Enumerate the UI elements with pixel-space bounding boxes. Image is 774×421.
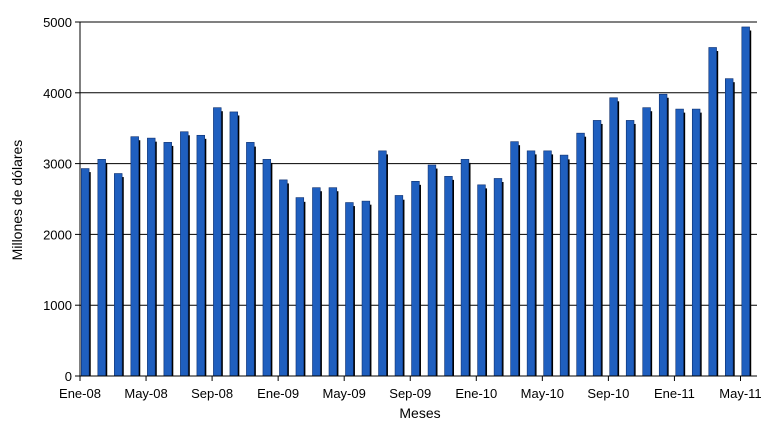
y-axis-title: Millones de dólares	[9, 140, 25, 261]
bar-series-blue	[477, 184, 486, 377]
x-tick-label: Ene-09	[257, 386, 299, 401]
bar-series-blue	[642, 107, 651, 377]
bar-series-blue	[609, 97, 618, 377]
axes: 0 1000 2000 3000 4000 5000 Ene-08 May-08 Sep-08 E…	[43, 15, 762, 401]
x-tick-label: Sep-09	[389, 386, 431, 401]
bar-series-blue	[163, 142, 172, 377]
bar-series-blue	[444, 176, 453, 377]
bar-series-blue	[592, 120, 602, 377]
x-tick-label: Ene-10	[455, 386, 497, 401]
bar-series-blue	[345, 202, 354, 377]
bar-series-blue	[246, 142, 255, 377]
y-tick-label: 5000	[43, 15, 72, 30]
bar-series-blue	[427, 164, 437, 377]
bar-series-blue	[675, 108, 684, 377]
bar-series-blue	[543, 150, 552, 377]
bar-series-blue	[130, 136, 139, 377]
bar-series-blue	[493, 178, 503, 377]
bar-series-blue	[411, 181, 420, 377]
x-tick-label: Sep-08	[191, 386, 233, 401]
x-tick-label: May-08	[124, 386, 167, 401]
x-tick-label: Ene-08	[59, 386, 101, 401]
bar-series-blue	[394, 195, 404, 377]
y-tick-label: 3000	[43, 157, 72, 172]
bar-series-blue	[576, 132, 585, 377]
bar-series-blue	[328, 187, 338, 377]
bar-series-blue	[361, 200, 371, 377]
bar-series-blue	[147, 137, 156, 377]
bar-series-blue	[658, 93, 668, 377]
y-tick-label: 0	[65, 369, 72, 384]
bar-series-blue	[213, 107, 222, 377]
bar-series-blue	[81, 168, 90, 377]
bar-series-blue	[378, 150, 387, 377]
bar-series-blue	[279, 179, 288, 377]
bar-series-blue	[460, 159, 470, 377]
bar-series-blue	[229, 111, 238, 377]
bar-series-blue	[526, 150, 536, 377]
x-tick-label: Sep-10	[587, 386, 629, 401]
x-tick-label: May-10	[521, 386, 564, 401]
bar-series-blue	[625, 120, 635, 377]
x-tick-label: Ene-11	[654, 386, 695, 401]
bars	[81, 26, 752, 377]
bar-series-blue	[312, 187, 321, 377]
bar-series-blue	[180, 131, 189, 377]
bar-series-blue	[196, 134, 205, 377]
x-tick-label: May-09	[323, 386, 366, 401]
bar-series-blue	[295, 197, 305, 377]
y-tick-label: 1000	[43, 298, 72, 313]
bar-series-blue	[724, 78, 734, 377]
y-tick-label: 4000	[43, 86, 72, 101]
bar-series-blue	[114, 173, 123, 377]
x-axis-title: Meses	[399, 405, 440, 421]
bar-series-blue	[691, 108, 701, 377]
y-tick-label: 2000	[43, 227, 72, 242]
bar-series-blue	[559, 154, 569, 377]
bar-series-blue	[262, 159, 272, 377]
bar-series-blue	[97, 159, 106, 377]
bar-series-blue	[741, 26, 750, 377]
bar-series-blue	[708, 47, 717, 377]
bar-series-blue	[510, 141, 519, 377]
x-tick-label: May-11	[719, 386, 761, 401]
